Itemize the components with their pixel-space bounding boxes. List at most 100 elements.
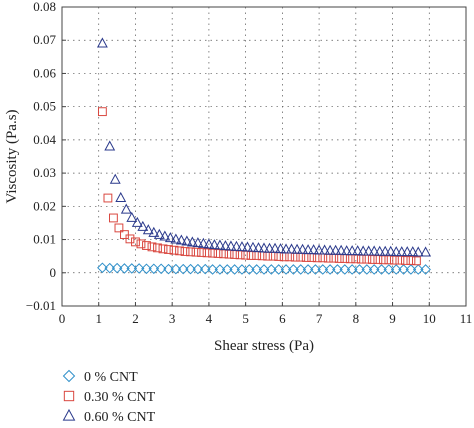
data-point: [273, 264, 284, 275]
legend-marker: [62, 408, 76, 421]
data-point: [109, 173, 121, 184]
data-point: [169, 245, 179, 255]
data-point: [214, 264, 226, 275]
y-tick-label: 0.06: [33, 65, 56, 80]
data-point: [335, 244, 347, 255]
data-point: [203, 238, 215, 249]
data-point: [208, 239, 220, 250]
data-point: [383, 264, 395, 275]
data-point: [159, 230, 171, 241]
data-point: [307, 253, 317, 262]
data-point: [170, 263, 182, 275]
data-point: [126, 263, 138, 274]
x-tick-label: 6: [279, 311, 286, 326]
data-point: [286, 243, 297, 254]
data-point: [180, 247, 190, 256]
y-tick-label: 0.02: [33, 198, 56, 213]
data-point: [252, 251, 262, 260]
data-point: [295, 264, 307, 275]
data-point: [225, 240, 237, 251]
data-point: [368, 264, 380, 275]
data-point: [398, 264, 409, 275]
data-point: [288, 264, 299, 275]
data-point: [379, 245, 391, 256]
x-tick-label: 8: [353, 311, 360, 326]
data-point: [185, 263, 196, 275]
legend-marker: [62, 369, 76, 383]
data-point: [133, 263, 145, 274]
data-point: [290, 252, 300, 262]
legend-item: 0.30 % CNT: [63, 390, 156, 405]
legend-item: 0 % CNT: [62, 369, 138, 385]
data-point: [362, 254, 372, 264]
data-point: [115, 191, 127, 202]
x-tick-label: 1: [95, 311, 102, 326]
data-point: [302, 244, 314, 255]
data-point: [396, 246, 408, 257]
data-point: [192, 237, 204, 248]
data-point: [247, 241, 259, 252]
data-point: [266, 264, 277, 275]
x-tick-label: 2: [132, 311, 139, 326]
series-diamond: [97, 262, 431, 275]
data-point: [258, 242, 270, 253]
data-point: [97, 262, 108, 274]
data-point: [285, 252, 295, 262]
data-point: [126, 211, 138, 222]
data-point: [389, 255, 399, 265]
data-point: [275, 243, 286, 254]
data-point: [385, 245, 397, 256]
legend: 0 % CNT 0.30 % CNT 0.60 % CNT: [62, 369, 156, 425]
data-point: [148, 263, 160, 275]
data-point: [192, 263, 204, 275]
data-point: [214, 239, 226, 250]
data-point: [330, 244, 342, 255]
data-point: [395, 255, 405, 265]
data-points: [96, 37, 432, 275]
series-square: [97, 107, 421, 266]
data-point: [109, 213, 118, 223]
x-tick-label: 11: [460, 311, 473, 326]
data-point: [412, 246, 424, 257]
data-point: [296, 252, 306, 262]
data-point: [420, 264, 431, 275]
data-point: [235, 250, 245, 260]
data-point: [373, 255, 383, 264]
x-tick-label: 7: [316, 311, 323, 326]
data-point: [177, 263, 189, 275]
x-axis-label: Shear stress (Pa): [214, 338, 314, 354]
data-point: [351, 254, 361, 264]
data-point: [354, 264, 365, 275]
data-point: [186, 247, 195, 257]
data-point: [346, 245, 358, 256]
data-point: [412, 256, 421, 266]
data-point: [148, 226, 160, 237]
data-point: [346, 264, 358, 275]
data-point: [244, 264, 255, 275]
data-point: [236, 264, 248, 275]
data-point: [163, 263, 174, 275]
data-point: [339, 264, 351, 275]
data-point: [268, 251, 278, 261]
data-point: [329, 253, 339, 263]
y-tick-label: 0.04: [33, 132, 56, 147]
data-point: [170, 233, 182, 244]
data-point: [155, 263, 167, 275]
data-point: [136, 239, 146, 249]
data-point: [257, 251, 267, 261]
data-point: [251, 264, 262, 275]
data-point: [221, 264, 233, 275]
x-tick-label: 3: [169, 311, 176, 326]
data-point: [219, 240, 231, 251]
data-point: [153, 243, 162, 253]
data-point: [318, 253, 328, 263]
x-tick-label: 4: [206, 311, 213, 326]
data-point: [269, 242, 281, 253]
data-point: [341, 245, 353, 256]
data-point: [141, 263, 152, 275]
data-point: [186, 236, 198, 247]
data-point: [279, 252, 289, 262]
series-triangle: [96, 37, 432, 257]
legend-label: 0.60 % CNT: [84, 410, 156, 425]
